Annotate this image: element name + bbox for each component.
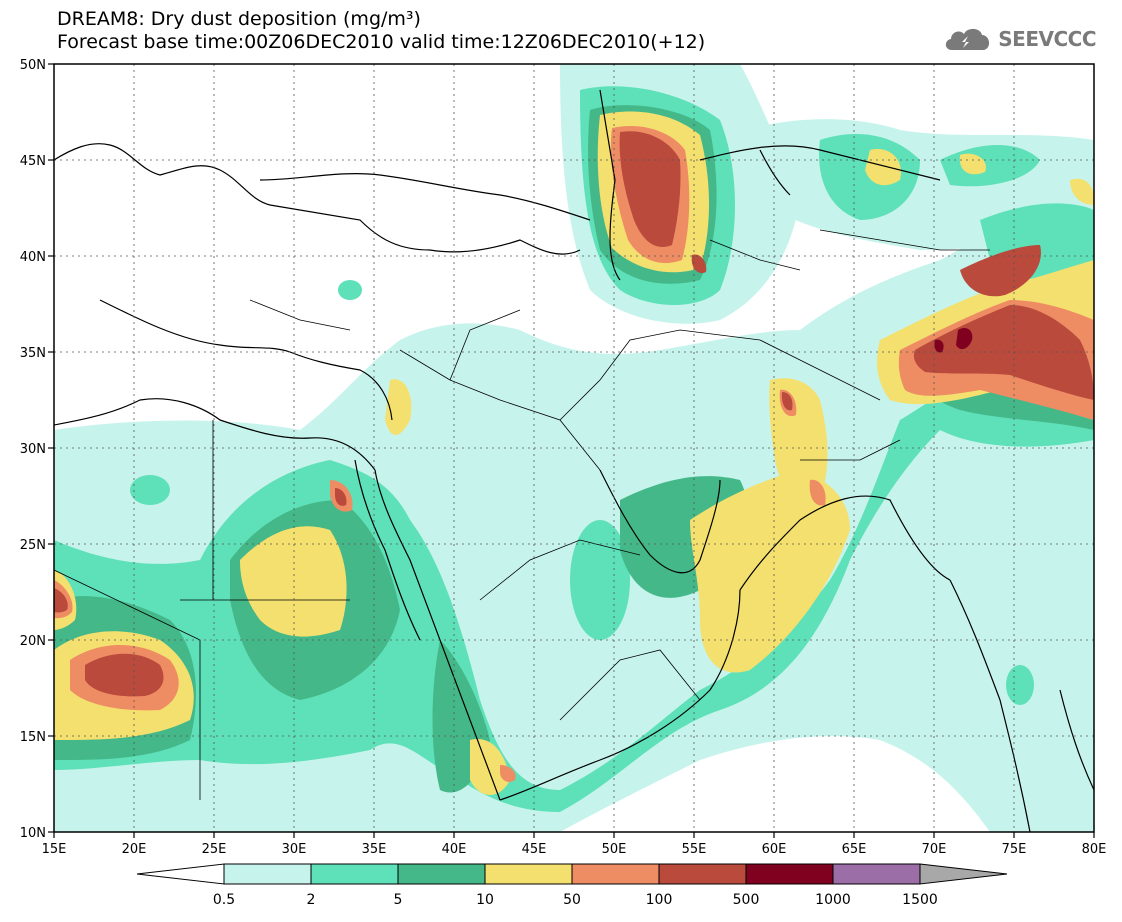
lat-tick-label: 30N	[20, 442, 46, 457]
colorbar	[136, 863, 1008, 885]
lon-tick-label: 20E	[122, 842, 147, 857]
colorbar-swatch	[571, 863, 660, 885]
lon-tick-label: 80E	[1082, 842, 1107, 857]
lon-tick-label: 50E	[602, 842, 627, 857]
lon-tick-label: 75E	[1002, 842, 1027, 857]
colorbar-labels: 0.5 2 5 10 50 100 500 1000 1500	[213, 892, 938, 908]
lon-tick-label: 15E	[42, 842, 67, 857]
colorbar-swatch	[397, 863, 486, 885]
colorbar-swatch	[310, 863, 399, 885]
colorbar-right-triangle	[919, 863, 1008, 885]
colorbar-swatch	[223, 863, 312, 885]
map-title: DREAM8: Dry dust deposition (mg/m³)	[57, 8, 421, 30]
colorbar-left-triangle	[136, 863, 225, 885]
lon-tick-labels: 15E 20E 25E 30E 35E 40E 45E 50E 55E 60E …	[42, 842, 1107, 857]
logo-text: SEEVCCC	[998, 27, 1096, 51]
seevccc-logo: SEEVCCC	[942, 24, 1096, 54]
dust-level-500-1000	[934, 328, 973, 353]
lon-tick-label: 65E	[842, 842, 867, 857]
colorbar-label: 5	[394, 892, 403, 908]
colorbar-swatch	[745, 863, 834, 885]
colorbar-label: 500	[733, 892, 760, 908]
colorbar-label: 2	[307, 892, 316, 908]
lat-tick-label: 50N	[20, 58, 46, 73]
colorbar-label: 50	[563, 892, 581, 908]
lon-tick-label: 55E	[682, 842, 707, 857]
lat-tick-label: 35N	[20, 346, 46, 361]
colorbar-label: 1500	[902, 892, 938, 908]
lat-tick-label: 25N	[20, 538, 46, 553]
lon-tick-label: 70E	[922, 842, 947, 857]
coastlines	[54, 89, 1094, 832]
cloud-icon	[946, 28, 990, 50]
lat-tick-label: 10N	[20, 826, 46, 841]
lon-tick-label: 45E	[522, 842, 547, 857]
colorbar-swatch	[832, 863, 921, 885]
lon-tick-label: 60E	[762, 842, 787, 857]
colorbar-label: 0.5	[213, 892, 235, 908]
colorbar-label: 100	[646, 892, 673, 908]
lon-tick-label: 30E	[282, 842, 307, 857]
map-subtitle: Forecast base time:00Z06DEC2010 valid ti…	[57, 31, 706, 53]
colorbar-swatch	[658, 863, 747, 885]
graticule	[54, 64, 1094, 832]
colorbar-swatch	[484, 863, 573, 885]
lon-tick-label: 40E	[442, 842, 467, 857]
colorbar-label: 1000	[815, 892, 851, 908]
colorbar-label: 10	[476, 892, 494, 908]
lon-tick-label: 25E	[202, 842, 227, 857]
lat-tick-label: 45N	[20, 154, 46, 169]
lat-tick-label: 15N	[20, 730, 46, 745]
lat-tick-labels: 10N 15N 20N 25N 30N 35N 40N 45N 50N	[20, 58, 46, 841]
lon-tick-label: 35E	[362, 842, 387, 857]
dust-level-100-500	[54, 131, 1094, 697]
tick-marks	[48, 63, 1095, 838]
lat-tick-label: 40N	[20, 250, 46, 265]
lat-tick-label: 20N	[20, 634, 46, 649]
